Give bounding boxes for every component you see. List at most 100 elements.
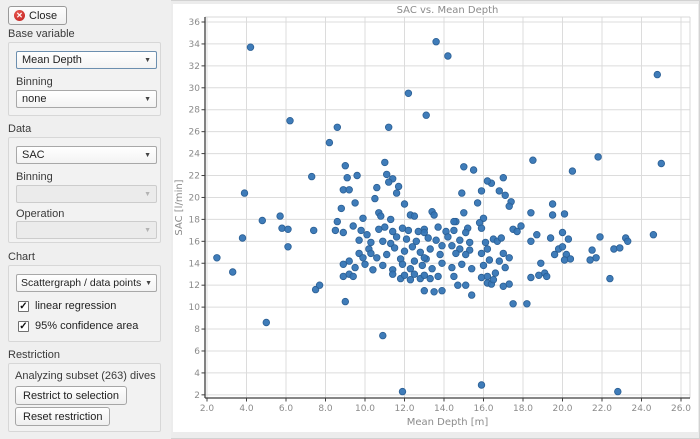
data-point[interactable] bbox=[339, 260, 347, 268]
data-point[interactable] bbox=[462, 250, 470, 259]
data-point[interactable] bbox=[444, 52, 452, 60]
data-point[interactable] bbox=[483, 177, 492, 185]
data-point[interactable] bbox=[432, 236, 440, 244]
data-point[interactable] bbox=[495, 187, 503, 195]
data-point[interactable] bbox=[422, 111, 430, 119]
data-point[interactable] bbox=[382, 250, 391, 259]
data-point[interactable] bbox=[477, 381, 486, 389]
data-point[interactable] bbox=[400, 271, 409, 279]
data-point[interactable] bbox=[351, 263, 359, 272]
data-point[interactable] bbox=[436, 250, 444, 259]
data-point[interactable] bbox=[373, 254, 381, 262]
data-point[interactable] bbox=[434, 272, 442, 281]
data-point[interactable] bbox=[337, 204, 345, 213]
data-point[interactable] bbox=[533, 230, 541, 239]
data-point[interactable] bbox=[535, 271, 543, 279]
data-point[interactable] bbox=[505, 254, 513, 262]
data-point[interactable] bbox=[438, 287, 446, 295]
data-point[interactable] bbox=[430, 211, 438, 219]
data-binning-dropdown[interactable]: ▼ bbox=[16, 185, 157, 203]
data-point[interactable] bbox=[351, 199, 359, 207]
data-point[interactable] bbox=[434, 223, 442, 231]
data-point[interactable] bbox=[420, 254, 428, 262]
data-point[interactable] bbox=[369, 266, 377, 274]
data-point[interactable] bbox=[477, 249, 486, 258]
data-point[interactable] bbox=[483, 272, 492, 281]
data-point[interactable] bbox=[527, 237, 535, 245]
data-point[interactable] bbox=[548, 200, 557, 208]
data-point[interactable] bbox=[450, 226, 458, 235]
data-point[interactable] bbox=[485, 256, 494, 264]
data-point[interactable] bbox=[560, 210, 569, 218]
data-point[interactable] bbox=[550, 250, 559, 259]
data-point[interactable] bbox=[489, 276, 498, 284]
operation-dropdown[interactable]: ▼ bbox=[16, 221, 157, 239]
data-point[interactable] bbox=[382, 170, 391, 179]
data-point[interactable] bbox=[517, 222, 525, 230]
data-point[interactable] bbox=[357, 226, 365, 235]
data-point[interactable] bbox=[452, 249, 460, 258]
data-point[interactable] bbox=[614, 387, 622, 396]
data-point[interactable] bbox=[406, 265, 415, 273]
data-point[interactable] bbox=[594, 153, 602, 161]
close-button[interactable]: ✕ Close bbox=[8, 6, 68, 25]
data-point[interactable] bbox=[229, 268, 237, 276]
data-point[interactable] bbox=[240, 189, 249, 197]
data-point[interactable] bbox=[458, 260, 466, 268]
data-variable-dropdown[interactable]: SAC ▼ bbox=[16, 146, 157, 164]
data-point[interactable] bbox=[469, 166, 478, 174]
data-point[interactable] bbox=[406, 276, 415, 284]
data-point[interactable] bbox=[537, 259, 545, 267]
data-point[interactable] bbox=[359, 214, 367, 222]
data-point[interactable] bbox=[466, 238, 474, 247]
data-point[interactable] bbox=[513, 227, 521, 236]
data-point[interactable] bbox=[410, 212, 419, 220]
data-point[interactable] bbox=[373, 183, 381, 192]
data-point[interactable] bbox=[278, 224, 286, 232]
data-point[interactable] bbox=[428, 265, 436, 273]
data-point[interactable] bbox=[477, 187, 486, 195]
data-point[interactable] bbox=[448, 241, 456, 250]
data-point[interactable] bbox=[371, 194, 379, 203]
data-point[interactable] bbox=[450, 272, 458, 281]
data-point[interactable] bbox=[258, 216, 266, 225]
data-point[interactable] bbox=[566, 255, 575, 263]
data-point[interactable] bbox=[588, 246, 596, 254]
data-point[interactable] bbox=[402, 235, 411, 243]
data-point[interactable] bbox=[548, 211, 557, 219]
data-point[interactable] bbox=[495, 257, 503, 265]
data-point[interactable] bbox=[353, 171, 361, 180]
data-point[interactable] bbox=[400, 200, 409, 208]
data-point[interactable] bbox=[481, 238, 490, 247]
data-point[interactable] bbox=[450, 217, 458, 226]
data-point[interactable] bbox=[448, 263, 456, 272]
data-point[interactable] bbox=[286, 116, 294, 125]
data-point[interactable] bbox=[460, 209, 468, 217]
data-point[interactable] bbox=[345, 186, 353, 194]
data-point[interactable] bbox=[529, 156, 537, 164]
scatter-chart[interactable]: 2.0 4.0 6.0 8.0 10.0 12.0 14.0 16.0 18.0 20.0 22.0… bbox=[173, 4, 698, 432]
data-point[interactable] bbox=[420, 228, 428, 237]
data-point[interactable] bbox=[420, 287, 428, 295]
data-point[interactable] bbox=[497, 234, 505, 242]
data-point[interactable] bbox=[390, 244, 399, 252]
data-point[interactable] bbox=[523, 300, 531, 308]
data-point[interactable] bbox=[491, 269, 500, 277]
data-point[interactable] bbox=[404, 226, 413, 235]
data-point[interactable] bbox=[501, 263, 509, 272]
data-point[interactable] bbox=[392, 233, 401, 241]
data-point[interactable] bbox=[653, 70, 661, 79]
data-point[interactable] bbox=[616, 244, 624, 252]
data-point[interactable] bbox=[379, 331, 387, 340]
data-point[interactable] bbox=[527, 209, 535, 217]
data-point[interactable] bbox=[606, 274, 614, 283]
data-point[interactable] bbox=[400, 247, 409, 255]
data-point[interactable] bbox=[355, 236, 363, 244]
data-point[interactable] bbox=[412, 237, 420, 245]
base-variable-dropdown[interactable]: Mean Depth ▼ bbox=[16, 51, 157, 69]
data-point[interactable] bbox=[456, 236, 464, 244]
data-point[interactable] bbox=[284, 225, 292, 233]
data-point[interactable] bbox=[657, 159, 665, 168]
confidence-area-checkbox[interactable]: ✓ 95% confidence area bbox=[18, 320, 138, 332]
data-point[interactable] bbox=[398, 260, 407, 268]
